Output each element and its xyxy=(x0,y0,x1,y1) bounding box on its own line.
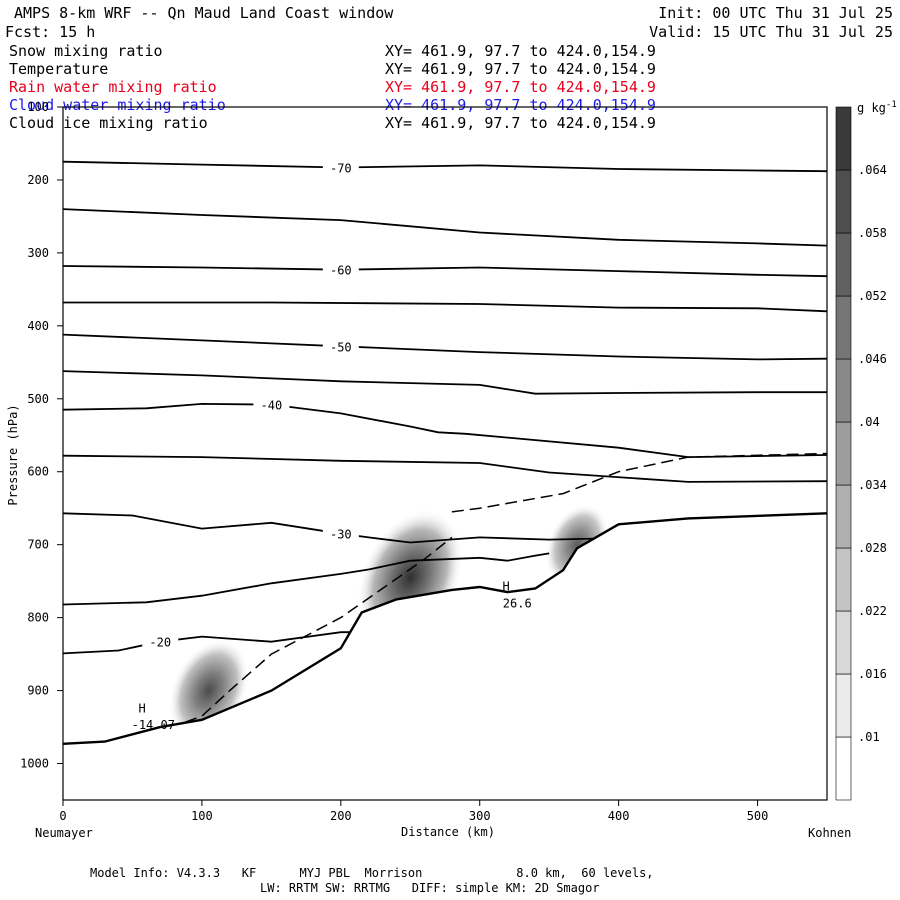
y-tick-label: 800 xyxy=(27,611,49,625)
isotherm-label-bg xyxy=(142,633,179,649)
colorbar-tick-label: .064 xyxy=(858,163,887,177)
isotherm-label-bg xyxy=(253,396,290,412)
colorbar-unit-exponent: -1 xyxy=(886,100,897,110)
colorbar-tick-label: .016 xyxy=(858,667,887,681)
y-tick-label: 600 xyxy=(27,465,49,479)
chart-title: AMPS 8-km WRF -- Qn Maud Land Coast wind… xyxy=(14,4,394,22)
y-tick-label: 300 xyxy=(27,246,49,260)
valid-time: Valid: 15 UTC Thu 31 Jul 25 xyxy=(649,23,893,41)
extremum-label: 26.6 xyxy=(503,596,532,610)
colorbar-bin xyxy=(835,736,852,801)
colorbar: .01 .016 .022 .028 .034 .04 .046 .052 .058 .064 xyxy=(835,106,887,801)
init-time: Init: 00 UTC Thu 31 Jul 25 xyxy=(658,4,893,22)
extremum-label: -14.07 xyxy=(132,718,175,732)
colorbar-unit: g kg-1 xyxy=(857,100,897,115)
extremum-label: H xyxy=(139,701,146,715)
left-endpoint-label: Neumayer xyxy=(35,826,93,840)
colorbar-bin xyxy=(835,547,852,612)
y-tick-label: 100 xyxy=(27,100,49,114)
forecast-hour: Fcst: 15 h xyxy=(5,23,95,41)
surface-pressure-line xyxy=(63,512,827,745)
colorbar-bin xyxy=(835,673,852,738)
x-tick-label: 200 xyxy=(330,809,352,823)
colorbar-tick-label: .052 xyxy=(858,289,887,303)
x-tick-label: 0 xyxy=(59,809,66,823)
colorbar-bin xyxy=(835,295,852,360)
field-legend: Snow mixing ratio XY= 461.9, 97.7 to 424.… xyxy=(9,42,656,132)
isotherm-line xyxy=(63,370,827,395)
field-xy: XY= 461.9, 97.7 to 424.0,154.9 xyxy=(385,114,656,132)
y-tick-label: 700 xyxy=(27,538,49,552)
isotherm-label: -40 xyxy=(261,399,283,413)
terrain-surface xyxy=(63,512,827,800)
field-xy: XY= 461.9, 97.7 to 424.0,154.9 xyxy=(385,78,656,96)
isotherm-label-bg xyxy=(322,261,359,277)
model-info-line1: Model Info: V4.3.3 KF MYJ PBL Morrison 8… xyxy=(90,866,654,880)
model-info-line2: LW: RRTM SW: RRTMG DIFF: simple KM: 2D S… xyxy=(260,881,600,895)
x-tick-label: 300 xyxy=(469,809,491,823)
colorbar-tick-label: .034 xyxy=(858,478,887,492)
isotherm-line xyxy=(63,160,827,173)
field-xy: XY= 461.9, 97.7 to 424.0,154.9 xyxy=(385,42,656,60)
colorbar-tick-label: .01 xyxy=(858,730,880,744)
isotherm-label: -70 xyxy=(330,162,352,176)
x-tick-label: 400 xyxy=(608,809,630,823)
plot-frame xyxy=(62,106,828,801)
extremum-label: H xyxy=(503,580,510,594)
colorbar-bin xyxy=(835,358,852,423)
isotherm-line xyxy=(63,301,827,313)
isotherm-label: -60 xyxy=(330,264,352,278)
right-endpoint-label: Kohnen xyxy=(808,826,851,840)
y-tick-label: 400 xyxy=(27,319,49,333)
y-tick-label: 200 xyxy=(27,173,49,187)
cloud-ice-contour xyxy=(451,452,827,513)
isotherm-line xyxy=(63,552,550,606)
isotherm-label: -50 xyxy=(330,340,352,354)
y-tick-label: 900 xyxy=(27,684,49,698)
extrema-labels: H -14.07 H 26.6 xyxy=(132,580,532,733)
below-ground-mask xyxy=(63,513,827,800)
field-name: Rain water mixing ratio xyxy=(9,78,217,96)
y-axis-label: Pressure (hPa) xyxy=(6,404,20,505)
isotherm-line xyxy=(63,402,827,459)
isotherm-label: -20 xyxy=(149,636,171,650)
isotherm-line xyxy=(63,208,827,247)
x-axis-label: Distance (km) xyxy=(401,825,495,839)
field-name: Cloud ice mixing ratio xyxy=(9,114,208,132)
colorbar-bin xyxy=(835,169,852,234)
field-name: Temperature xyxy=(9,60,108,78)
colorbar-bin xyxy=(835,106,852,171)
y-tick-label: 500 xyxy=(27,392,49,406)
colorbar-bin xyxy=(835,484,852,549)
colorbar-tick-label: .028 xyxy=(858,541,887,555)
isotherm-label-bg xyxy=(322,338,359,354)
colorbar-tick-label: .04 xyxy=(858,415,880,429)
y-axis: 100 200 300 400 500 600 700 800 900 1000 xyxy=(20,100,63,771)
colorbar-tick-label: .058 xyxy=(858,226,887,240)
isotherm-line xyxy=(63,454,827,483)
field-xy: XY= 461.9, 97.7 to 424.0,154.9 xyxy=(385,96,656,114)
colorbar-tick-label: .022 xyxy=(858,604,887,618)
isotherm-label: -30 xyxy=(330,528,352,542)
y-tick-label: 1000 xyxy=(20,757,49,771)
colorbar-bin xyxy=(835,232,852,297)
colorbar-bin xyxy=(835,421,852,486)
field-name: Snow mixing ratio xyxy=(9,42,163,60)
colorbar-bin xyxy=(835,610,852,675)
x-axis: 0 100 200 300 400 500 xyxy=(59,800,768,823)
field-xy: XY= 461.9, 97.7 to 424.0,154.9 xyxy=(385,60,656,78)
x-tick-label: 100 xyxy=(191,809,213,823)
x-tick-label: 500 xyxy=(747,809,769,823)
isotherm-label-bg xyxy=(322,525,359,541)
colorbar-tick-label: .046 xyxy=(858,352,887,366)
isotherm-label-bg xyxy=(322,159,359,175)
isotherm-line xyxy=(63,265,827,278)
isotherm-line xyxy=(63,333,827,361)
colorbar-unit-base: g kg xyxy=(857,101,886,115)
